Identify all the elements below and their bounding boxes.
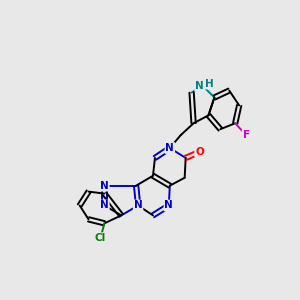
Text: N: N [100,200,109,211]
Text: N: N [195,81,204,91]
Text: H: H [205,79,214,88]
Text: F: F [242,130,250,140]
Text: O: O [195,147,204,157]
Text: N: N [165,143,174,153]
Text: Cl: Cl [95,233,106,243]
Text: N: N [100,181,109,191]
Text: N: N [164,200,173,211]
Text: N: N [134,200,142,211]
